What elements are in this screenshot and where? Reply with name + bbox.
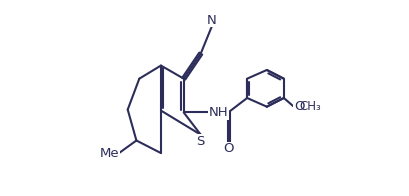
Text: O: O <box>222 142 233 155</box>
Text: S: S <box>196 135 204 148</box>
Text: NH: NH <box>208 106 228 119</box>
Text: CH₃: CH₃ <box>299 100 321 113</box>
Text: N: N <box>207 14 216 26</box>
Text: Me: Me <box>99 147 119 160</box>
Text: O: O <box>293 100 303 113</box>
